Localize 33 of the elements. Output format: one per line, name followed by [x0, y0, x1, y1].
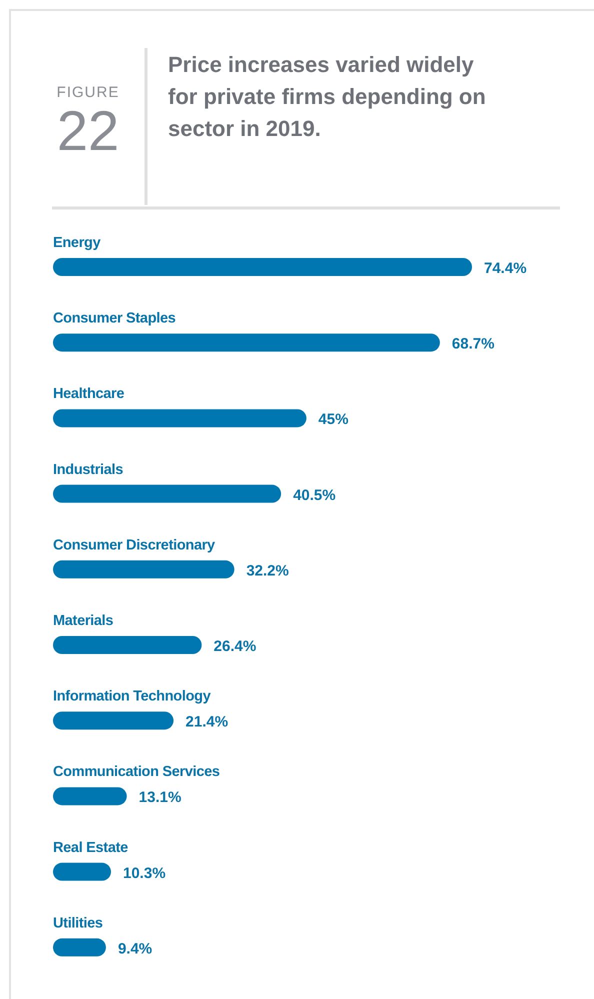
- data-label: 9.4%: [118, 940, 152, 958]
- data-label: 32.2%: [246, 562, 289, 580]
- bar: [53, 712, 174, 730]
- bar: [53, 334, 440, 352]
- y-tick-label: Consumer Discretionary: [53, 537, 216, 554]
- data-label: 45%: [318, 411, 348, 428]
- bar: [53, 862, 112, 881]
- y-tick-label: Industrials: [53, 462, 124, 478]
- data-label: 40.5%: [293, 486, 336, 504]
- data-label: 68.7%: [452, 336, 494, 353]
- bar: [53, 484, 282, 503]
- y-tick-label: Communication Services: [53, 764, 220, 780]
- bar: [53, 636, 202, 654]
- chart-title: Price increases varied widely for private firms depending on sector in 2019.: [168, 52, 486, 141]
- y-tick-label: Healthcare: [53, 386, 124, 402]
- y-tick-label: Utilities: [53, 915, 103, 932]
- data-label: 13.1%: [138, 789, 182, 806]
- bar: [53, 409, 306, 428]
- y-tick-label: Information Technology: [53, 688, 211, 705]
- text: 22: [56, 99, 120, 162]
- data-label: 21.4%: [186, 714, 228, 731]
- bar: [53, 560, 234, 578]
- data-label: 26.4%: [214, 638, 256, 655]
- y-tick-label: Consumer Staples: [53, 310, 176, 327]
- y-tick-label: Materials: [53, 613, 114, 629]
- bar: [53, 258, 472, 276]
- text: FIGURE: [56, 84, 120, 101]
- data-label: 10.3%: [123, 864, 166, 882]
- y-tick-label: Real Estate: [53, 840, 128, 856]
- y-tick-label: Energy: [53, 235, 101, 251]
- data-label: 74.4%: [484, 260, 527, 277]
- bar: [53, 787, 127, 806]
- bar: [53, 938, 106, 956]
